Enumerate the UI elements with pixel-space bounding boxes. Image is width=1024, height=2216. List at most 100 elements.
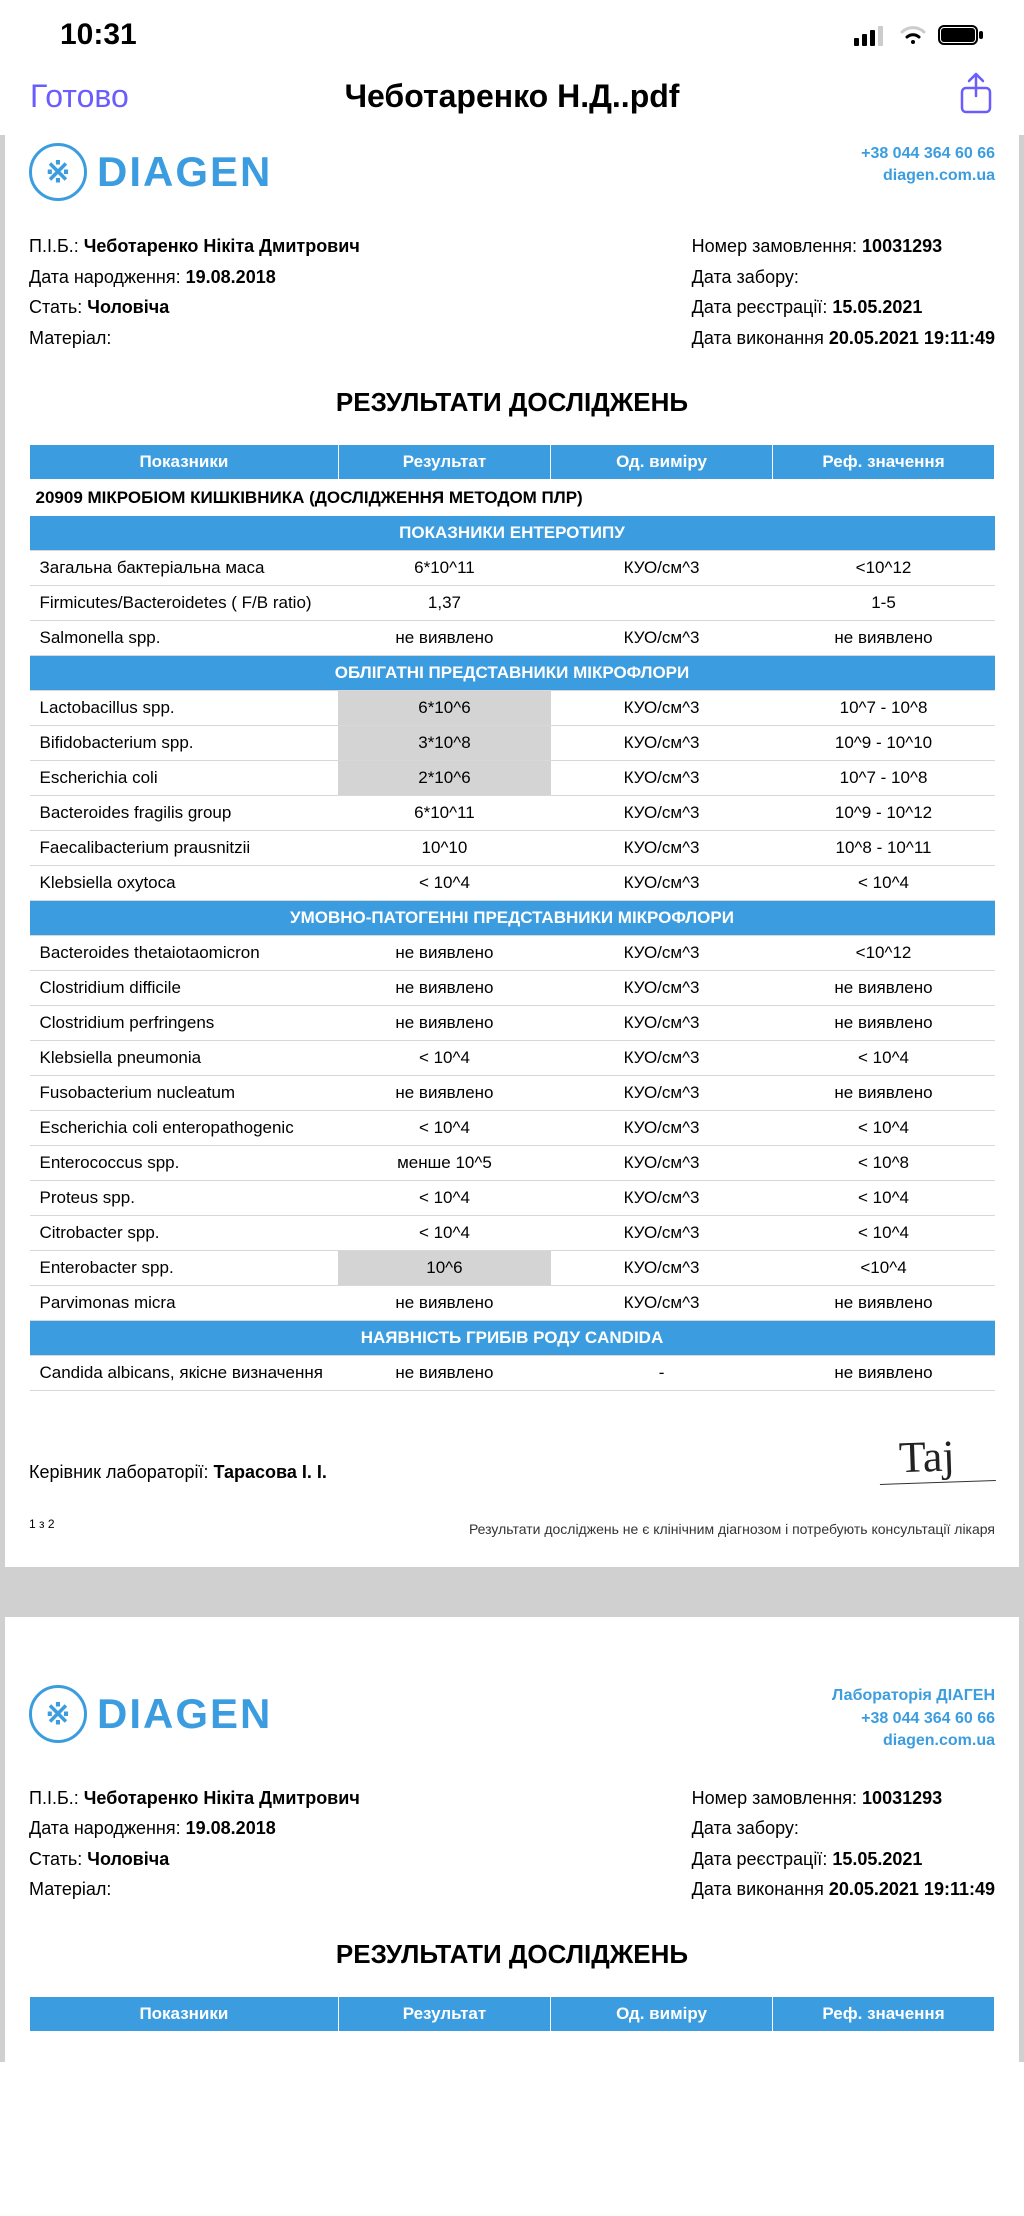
cell-ref: не виявлено: [773, 971, 995, 1006]
status-time: 10:31: [60, 18, 137, 52]
cell-ref: <10^12: [773, 936, 995, 971]
order-num-value: 10031293: [862, 1788, 942, 1808]
done-label: Дата виконання: [692, 1879, 824, 1899]
battery-icon: [938, 24, 984, 46]
table-row: Lactobacillus spp.6*10^6КУО/см^310^7 - 1…: [30, 691, 995, 726]
reg-value: 15.05.2021: [832, 1849, 922, 1869]
pib-label: П.І.Б.:: [29, 1788, 79, 1808]
table-row: Enterobacter spp.10^6КУО/см^3<10^4: [30, 1251, 995, 1286]
cell-ref: 10^7 - 10^8: [773, 691, 995, 726]
results-title: РЕЗУЛЬТАТИ ДОСЛІДЖЕНЬ: [29, 1921, 995, 1996]
brand-logo: DIAGEN: [29, 143, 272, 201]
th-result: Результат: [338, 445, 550, 480]
dob-label: Дата народження:: [29, 267, 181, 287]
cell-res: не виявлено: [338, 971, 550, 1006]
done-value: 20.05.2021 19:11:49: [829, 1879, 995, 1899]
panel-row: 20909 МІКРОБІОМ КИШКІВНИКА (ДОСЛІДЖЕННЯ …: [30, 480, 995, 517]
cell-res: < 10^4: [338, 866, 550, 901]
table-row: Clostridium perfringensне виявленоКУО/см…: [30, 1006, 995, 1041]
cell-res: не виявлено: [338, 936, 550, 971]
section-row: УМОВНО-ПАТОГЕННІ ПРЕДСТАВНИКИ МІКРОФЛОРИ: [30, 901, 995, 936]
cell-name: Klebsiella oxytoca: [30, 866, 339, 901]
brand-name: DIAGEN: [97, 1690, 272, 1738]
cell-res: 1,37: [338, 586, 550, 621]
cell-unit: КУО/см^3: [551, 726, 773, 761]
cell-res: не виявлено: [338, 1076, 550, 1111]
cell-ref: не виявлено: [773, 621, 995, 656]
table-row: Klebsiella pneumonia< 10^4КУО/см^3< 10^4: [30, 1041, 995, 1076]
results-table: Показники Результат Од. виміру Реф. знач…: [29, 1996, 995, 2032]
th-result: Результат: [338, 1996, 550, 2031]
cell-name: Faecalibacterium prausnitzii: [30, 831, 339, 866]
cell-res: 6*10^11: [338, 551, 550, 586]
table-row: Escherichia coli2*10^6КУО/см^310^7 - 10^…: [30, 761, 995, 796]
table-row: Firmicutes/Bacteroidetes ( F/B ratio)1,3…: [30, 586, 995, 621]
cell-ref: 10^9 - 10^10: [773, 726, 995, 761]
signature: Taj: [879, 1429, 996, 1485]
cell-ref: < 10^4: [773, 866, 995, 901]
section-row: ПОКАЗНИКИ ЕНТЕРОТИПУ: [30, 516, 995, 551]
cell-unit: КУО/см^3: [551, 866, 773, 901]
cell-name: Firmicutes/Bacteroidetes ( F/B ratio): [30, 586, 339, 621]
table-row: Загальна бактеріальна маса6*10^11КУО/см^…: [30, 551, 995, 586]
order-info: Номер замовлення: 10031293 Дата забору: …: [692, 1783, 995, 1905]
contact-site: diagen.com.ua: [861, 165, 995, 187]
order-info: Номер замовлення: 10031293 Дата забору: …: [692, 231, 995, 353]
cell-unit: КУО/см^3: [551, 621, 773, 656]
table-header-row: Показники Результат Од. виміру Реф. знач…: [30, 1996, 995, 2031]
cell-unit: КУО/см^3: [551, 761, 773, 796]
contact-lab-line: Лабораторія ДІАГЕН: [832, 1685, 995, 1707]
contact-site: diagen.com.ua: [832, 1730, 995, 1752]
cell-name: Enterobacter spp.: [30, 1251, 339, 1286]
cell-unit: КУО/см^3: [551, 1041, 773, 1076]
pib-label: П.І.Б.:: [29, 236, 79, 256]
th-ref: Реф. значення: [773, 1996, 995, 2031]
cell-name: Parvimonas micra: [30, 1286, 339, 1321]
cell-res: менше 10^5: [338, 1146, 550, 1181]
table-row: Salmonella spp.не виявленоКУО/см^3не вия…: [30, 621, 995, 656]
table-header-row: Показники Результат Од. виміру Реф. знач…: [30, 445, 995, 480]
cell-unit: [551, 586, 773, 621]
lab-head-name: Тарасова І. І.: [213, 1462, 326, 1482]
cell-ref: <10^4: [773, 1251, 995, 1286]
contact-phone: +38 044 364 60 66: [861, 143, 995, 165]
cell-name: Proteus spp.: [30, 1181, 339, 1216]
th-name: Показники: [30, 445, 339, 480]
share-button[interactable]: [958, 72, 994, 121]
reg-label: Дата реєстрації:: [692, 1849, 828, 1869]
sex-value: Чоловіча: [87, 1849, 169, 1869]
cell-ref: < 10^4: [773, 1041, 995, 1076]
dob-label: Дата народження:: [29, 1818, 181, 1838]
cell-ref: < 10^4: [773, 1181, 995, 1216]
section-row: НАЯВНІСТЬ ГРИБІВ РОДУ CANDIDA: [30, 1321, 995, 1356]
cell-unit: КУО/см^3: [551, 971, 773, 1006]
table-row: Clostridium difficileне виявленоКУО/см^3…: [30, 971, 995, 1006]
status-icons: [854, 24, 984, 46]
dob-value: 19.08.2018: [186, 267, 276, 287]
cell-name: Klebsiella pneumonia: [30, 1041, 339, 1076]
cell-name: Enterococcus spp.: [30, 1146, 339, 1181]
section-title: ОБЛІГАТНІ ПРЕДСТАВНИКИ МІКРОФЛОРИ: [30, 656, 995, 691]
material-label: Матеріал:: [29, 1879, 111, 1899]
th-unit: Од. виміру: [551, 1996, 773, 2031]
cell-res: 2*10^6: [338, 761, 550, 796]
cell-unit: КУО/см^3: [551, 1076, 773, 1111]
table-row: Escherichia coli enteropathogenic< 10^4К…: [30, 1111, 995, 1146]
cell-unit: КУО/см^3: [551, 1216, 773, 1251]
cell-name: Clostridium difficile: [30, 971, 339, 1006]
reg-value: 15.05.2021: [832, 297, 922, 317]
table-row: Enterococcus spp.менше 10^5КУО/см^3< 10^…: [30, 1146, 995, 1181]
document-viewport[interactable]: DIAGEN +38 044 364 60 66 diagen.com.ua П…: [0, 135, 1024, 2062]
cell-res: 3*10^8: [338, 726, 550, 761]
coll-label: Дата забору:: [692, 1818, 799, 1838]
cell-res: < 10^4: [338, 1181, 550, 1216]
panel-title: 20909 МІКРОБІОМ КИШКІВНИКА (ДОСЛІДЖЕННЯ …: [30, 480, 995, 517]
done-value: 20.05.2021 19:11:49: [829, 328, 995, 348]
cell-unit: -: [551, 1356, 773, 1391]
done-button[interactable]: Готово: [30, 78, 129, 115]
cellular-icon: [854, 24, 888, 46]
table-row: Fusobacterium nucleatumне виявленоКУО/см…: [30, 1076, 995, 1111]
cell-res: 6*10^11: [338, 796, 550, 831]
page-footer: 1 з 2 Результати досліджень не є клінічн…: [29, 1493, 995, 1537]
section-title: НАЯВНІСТЬ ГРИБІВ РОДУ CANDIDA: [30, 1321, 995, 1356]
